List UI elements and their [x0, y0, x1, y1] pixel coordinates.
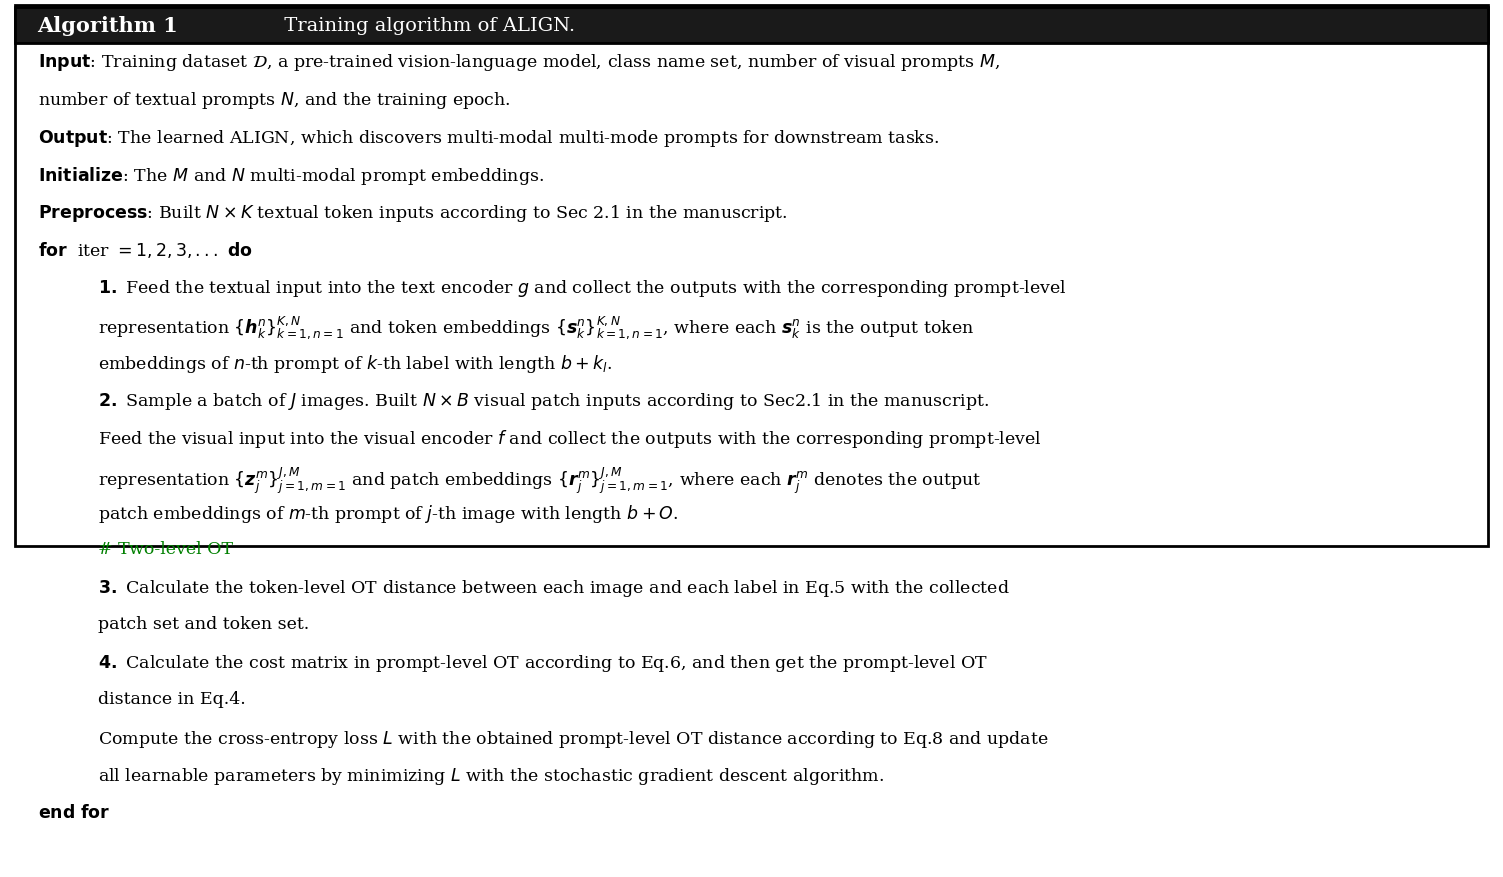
Text: patch embeddings of $m$-th prompt of $j$-th image with length $b + O$.: patch embeddings of $m$-th prompt of $j$…: [98, 503, 678, 524]
Text: embeddings of $n$-th prompt of $k$-th label with length $b + k_l$.: embeddings of $n$-th prompt of $k$-th la…: [98, 353, 612, 374]
Text: $\mathbf{2.}$ Sample a batch of $J$ images. Built $N \times B$ visual patch inpu: $\mathbf{2.}$ Sample a batch of $J$ imag…: [98, 390, 989, 411]
Text: distance in Eq.4.: distance in Eq.4.: [98, 690, 245, 707]
Text: $\mathbf{for}$  iter $=1,2,3,...$ $\mathbf{do}$: $\mathbf{for}$ iter $=1,2,3,...$ $\mathb…: [38, 240, 253, 260]
Text: Feed the visual input into the visual encoder $f$ and collect the outputs with t: Feed the visual input into the visual en…: [98, 428, 1042, 450]
Text: $\mathbf{3.}$ Calculate the token-level OT distance between each image and each : $\mathbf{3.}$ Calculate the token-level …: [98, 578, 1010, 599]
Text: # Two-level OT: # Two-level OT: [98, 540, 233, 557]
Text: $\mathbf{Preprocess}$: Built $N \times K$ textual token inputs according to Sec : $\mathbf{Preprocess}$: Built $N \times K…: [38, 203, 788, 224]
Text: $\mathbf{Input}$: Training dataset $\mathcal{D}$, a pre-trained vision-language : $\mathbf{Input}$: Training dataset $\mat…: [38, 53, 999, 74]
Text: Algorithm 1: Algorithm 1: [38, 16, 179, 36]
Text: $\mathbf{end\ for}$: $\mathbf{end\ for}$: [38, 802, 110, 821]
Text: all learnable parameters by minimizing $L$ with the stochastic gradient descent : all learnable parameters by minimizing $…: [98, 766, 884, 787]
Text: Compute the cross-entropy loss $L$ with the obtained prompt-level OT distance ac: Compute the cross-entropy loss $L$ with …: [98, 728, 1048, 749]
Text: representation $\{\boldsymbol{h}_k^n\}_{k=1,n=1}^{K,N}$ and token embeddings $\{: representation $\{\boldsymbol{h}_k^n\}_{…: [98, 315, 974, 342]
Text: number of textual prompts $N$, and the training epoch.: number of textual prompts $N$, and the t…: [38, 90, 511, 111]
Text: patch set and token set.: patch set and token set.: [98, 616, 310, 632]
Text: $\mathbf{Initialize}$: The $M$ and $N$ multi-modal prompt embeddings.: $\mathbf{Initialize}$: The $M$ and $N$ m…: [38, 165, 544, 187]
Text: Training algorithm of ALIGN.: Training algorithm of ALIGN.: [278, 18, 576, 35]
Text: $\mathbf{Output}$: The learned ALIGN, which discovers multi-modal multi-mode pro: $\mathbf{Output}$: The learned ALIGN, wh…: [38, 127, 939, 148]
Text: $\mathbf{1.}$ Feed the textual input into the text encoder $g$ and collect the o: $\mathbf{1.}$ Feed the textual input int…: [98, 277, 1067, 298]
FancyBboxPatch shape: [15, 8, 1488, 44]
Text: representation $\{\boldsymbol{z}_j^m\}_{j=1,m=1}^{J,M}$ and patch embeddings $\{: representation $\{\boldsymbol{z}_j^m\}_{…: [98, 465, 981, 496]
Text: $\mathbf{4.}$ Calculate the cost matrix in prompt-level OT according to Eq.6, an: $\mathbf{4.}$ Calculate the cost matrix …: [98, 652, 987, 674]
FancyBboxPatch shape: [15, 5, 1488, 546]
